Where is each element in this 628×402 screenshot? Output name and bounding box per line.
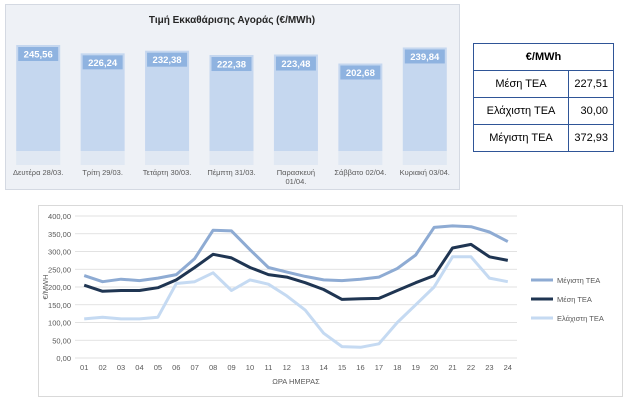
- stats-header: €/MWh: [473, 43, 614, 71]
- bar-category-label: Δευτέρα 28/03.: [13, 168, 63, 177]
- stats-value-max: 372,93: [568, 124, 614, 152]
- y-tick-label: 250,00: [48, 265, 71, 274]
- bar: [145, 50, 190, 151]
- x-tick-label: 21: [448, 363, 456, 372]
- x-tick-label: 23: [485, 363, 493, 372]
- bar-reflection: [273, 151, 318, 165]
- y-tick-label: 150,00: [48, 301, 71, 310]
- stats-label-max: Μέγιστη ΤΕΑ: [473, 124, 569, 152]
- bar-value-label: 202,68: [346, 68, 375, 79]
- bar-value-label-bg: [275, 56, 316, 71]
- bar-value-label: 222,38: [217, 60, 246, 71]
- bar-value-label: 232,38: [153, 55, 182, 66]
- bar-value-label-bg: [147, 52, 188, 67]
- hourly-price-chart-panel: 0,00 50,00 100,00 150,00 200,00 250,00 300,00 3…: [38, 205, 623, 397]
- x-tick-label: 05: [154, 363, 162, 372]
- y-tick-label: 350,00: [48, 230, 71, 239]
- x-axis-label: ΩΡΑ ΗΜΕΡΑΣ: [272, 377, 320, 386]
- x-tick-label: 06: [172, 363, 180, 372]
- bar-reflection: [402, 151, 447, 165]
- daily-price-chart-panel: Τιμή Εκκαθάρισης Αγοράς (€/MWh) 245,56 Δευ…: [5, 4, 460, 190]
- x-tick-label: 12: [283, 363, 291, 372]
- bar: [80, 53, 125, 151]
- bar-reflection: [209, 151, 254, 165]
- y-axis-label: €/MWH: [41, 275, 50, 300]
- x-tick-label: 07: [191, 363, 199, 372]
- bar-category-label: Παρασκευή 01/04.: [277, 168, 315, 186]
- legend-label: Μέγιστη ΤΕΑ: [557, 276, 600, 285]
- x-tick-label: 09: [227, 363, 235, 372]
- y-tick-label: 0,00: [56, 354, 71, 363]
- hourly-price-line-chart: 0,00 50,00 100,00 150,00 200,00 250,00 300,00 3…: [41, 212, 604, 386]
- bar-category-label: Σάββατο 02/04.: [334, 168, 386, 177]
- stats-row-max: Μέγιστη ΤΕΑ 372,93: [473, 124, 614, 152]
- x-tick-label: 20: [430, 363, 438, 372]
- bar-category-label: Πέμπτη 31/03.: [207, 168, 255, 177]
- bar-value-label: 239,84: [410, 52, 440, 63]
- x-tick-label: 24: [504, 363, 512, 372]
- x-tick-label: 18: [393, 363, 401, 372]
- series-line: [83, 242, 509, 301]
- legend-label: Μέση ΤΕΑ: [557, 295, 592, 304]
- daily-price-bar-chart: Τιμή Εκκαθάρισης Αγοράς (€/MWh) 245,56 Δευ…: [13, 15, 450, 186]
- legend-label: Ελάχιστη ΤΕΑ: [557, 314, 604, 323]
- bar-category-label: Τρίτη 29/03.: [82, 168, 123, 177]
- y-tick-label: 100,00: [48, 319, 71, 328]
- x-tick-label: 15: [338, 363, 346, 372]
- x-tick-label: 01: [80, 363, 88, 372]
- x-tick-label: 10: [246, 363, 254, 372]
- bar-category-label: Κυριακή 03/04.: [400, 168, 450, 177]
- stats-row-avg: Μέση ΤΕΑ 227,51: [473, 70, 614, 98]
- stats-row-min: Ελάχιστη ΤΕΑ 30,00: [473, 97, 614, 125]
- price-stats-table: €/MWh Μέση ΤΕΑ 227,51 Ελάχιστη ΤΕΑ 30,00…: [473, 43, 614, 152]
- stats-header-row: €/MWh: [473, 43, 614, 71]
- series-line: [83, 224, 509, 284]
- y-tick-label: 400,00: [48, 212, 71, 221]
- x-tick-label: 16: [356, 363, 364, 372]
- y-tick-label: 200,00: [48, 283, 71, 292]
- bar: [402, 47, 447, 151]
- bar-value-label: 226,24: [88, 58, 118, 69]
- stats-value-min: 30,00: [568, 97, 614, 125]
- bar-value-label-bg: [340, 65, 381, 80]
- stats-label-avg: Μέση ΤΕΑ: [473, 70, 569, 98]
- stats-value-avg: 227,51: [568, 70, 614, 98]
- y-tick-label: 300,00: [48, 248, 71, 257]
- bar-reflection: [16, 151, 61, 165]
- bar-reflection: [80, 151, 125, 165]
- x-tick-label: 03: [117, 363, 125, 372]
- y-tick-label: 50,00: [52, 336, 71, 345]
- x-tick-label: 14: [319, 363, 327, 372]
- x-tick-label: 17: [375, 363, 383, 372]
- x-tick-label: 04: [135, 363, 143, 372]
- bar-value-label: 223,48: [281, 59, 310, 70]
- bar-value-label-bg: [211, 57, 252, 72]
- bar-value-label-bg: [18, 47, 59, 61]
- x-tick-label: 08: [209, 363, 217, 372]
- bar: [273, 54, 318, 152]
- bar: [16, 45, 61, 151]
- x-tick-label: 22: [467, 363, 475, 372]
- series-line: [84, 255, 509, 349]
- bar-reflection: [338, 151, 383, 165]
- bar-value-label: 245,56: [24, 50, 53, 61]
- bar-category-label: Τετάρτη 30/03.: [143, 168, 192, 177]
- bar-reflection: [145, 151, 190, 165]
- bar-value-label-bg: [82, 55, 123, 70]
- stats-label-min: Ελάχιστη ΤΕΑ: [473, 97, 569, 125]
- x-tick-label: 11: [264, 363, 272, 372]
- x-tick-label: 19: [412, 363, 420, 372]
- bar-value-label-bg: [404, 49, 445, 64]
- x-tick-label: 13: [301, 363, 309, 372]
- bar-chart-title: Τιμή Εκκαθάρισης Αγοράς (€/MWh): [149, 15, 315, 26]
- x-tick-label: 02: [98, 363, 106, 372]
